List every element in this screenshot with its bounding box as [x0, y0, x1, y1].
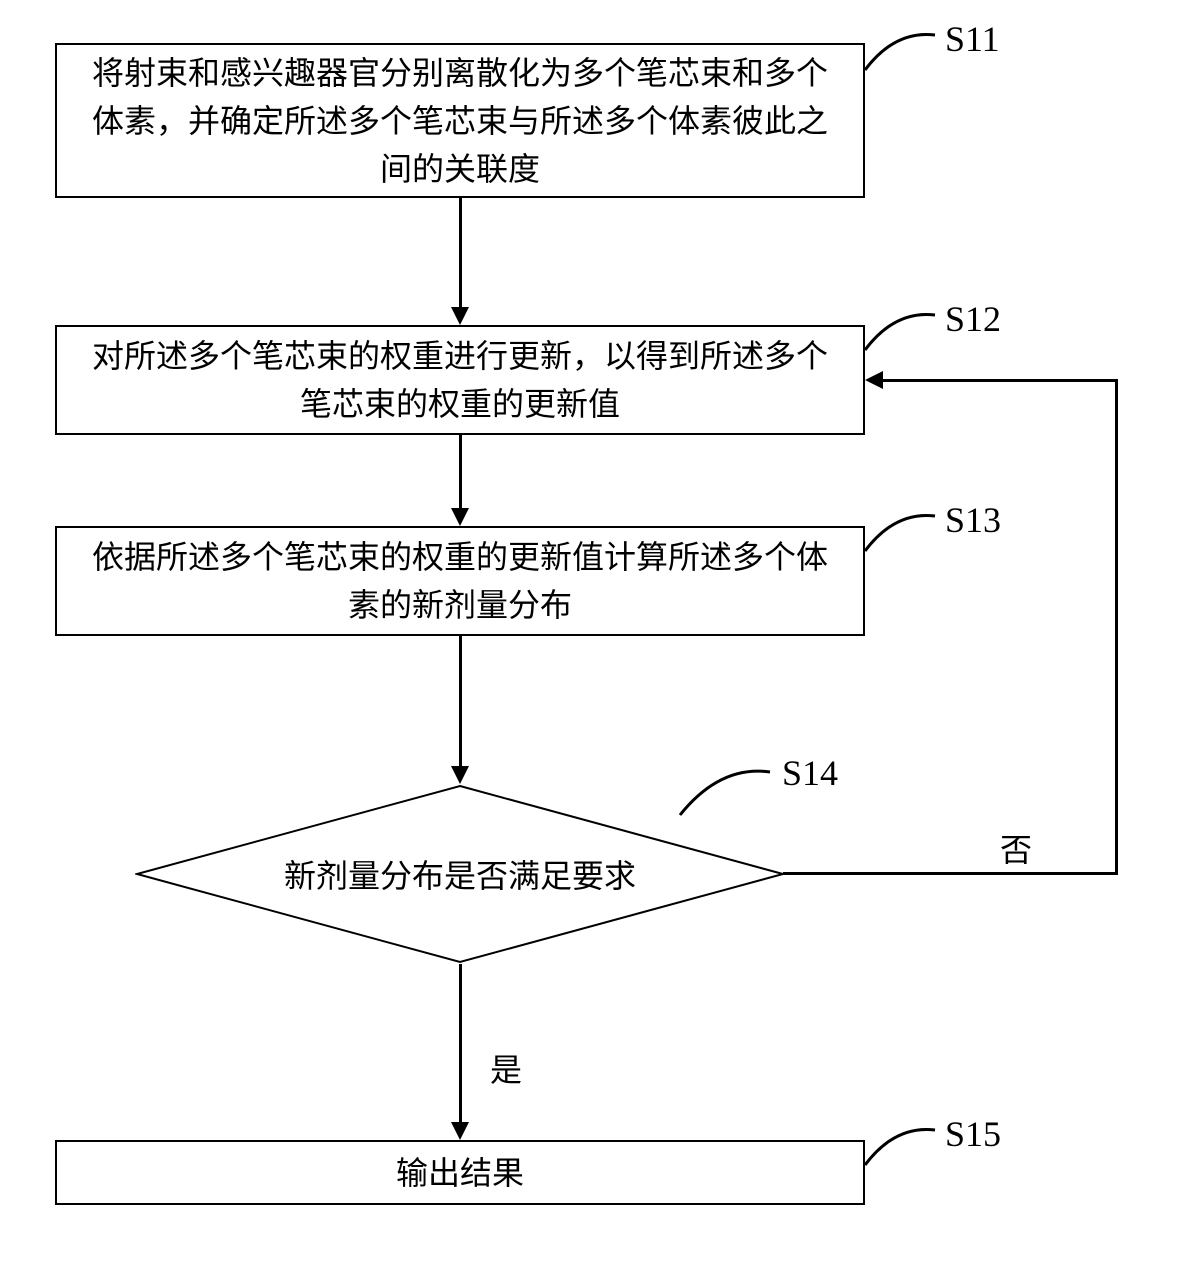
arrow-head-s13-s14: [451, 766, 469, 784]
arrow-no-horizontal-1: [783, 872, 1118, 875]
process-text-s11: 将射束和感兴趣器官分别离散化为多个笔芯束和多个体素，并确定所述多个笔芯束与所述多…: [77, 49, 843, 193]
arrow-head-no: [865, 371, 883, 389]
arrow-yes-vertical: [459, 964, 462, 1123]
arrow-s13-s14: [459, 636, 462, 767]
callout-arc-s15: [860, 1120, 940, 1170]
arrow-s11-s12: [459, 198, 462, 308]
decision-text-s14: 新剂量分布是否满足要求: [284, 851, 636, 897]
step-label-s12: S12: [945, 298, 1001, 340]
step-label-s11: S11: [945, 18, 1000, 60]
arrow-no-vertical: [1115, 379, 1118, 875]
callout-arc-s13: [860, 506, 940, 556]
process-text-s15: 输出结果: [396, 1149, 524, 1197]
arrow-no-horizontal-2: [883, 379, 1118, 382]
arrow-s12-s13: [459, 435, 462, 509]
step-label-s15: S15: [945, 1113, 1001, 1155]
no-label: 否: [1000, 825, 1032, 871]
step-label-s13: S13: [945, 499, 1001, 541]
process-box-s11: 将射束和感兴趣器官分别离散化为多个笔芯束和多个体素，并确定所述多个笔芯束与所述多…: [55, 43, 865, 198]
process-text-s12: 对所述多个笔芯束的权重进行更新，以得到所述多个笔芯束的权重的更新值: [77, 332, 843, 428]
process-box-s12: 对所述多个笔芯束的权重进行更新，以得到所述多个笔芯束的权重的更新值: [55, 325, 865, 435]
callout-arc-s12: [860, 305, 940, 355]
arrow-head-s11-s12: [451, 307, 469, 325]
arrow-head-s12-s13: [451, 508, 469, 526]
callout-arc-s14: [675, 760, 775, 820]
callout-arc-s11: [860, 25, 940, 75]
process-box-s13: 依据所述多个笔芯束的权重的更新值计算所述多个体素的新剂量分布: [55, 526, 865, 636]
process-box-s15: 输出结果: [55, 1140, 865, 1205]
step-label-s14: S14: [782, 752, 838, 794]
arrow-head-yes: [451, 1122, 469, 1140]
flowchart-container: 将射束和感兴趣器官分别离散化为多个笔芯束和多个体素，并确定所述多个笔芯束与所述多…: [0, 0, 1178, 1275]
yes-label: 是: [490, 1045, 522, 1091]
process-text-s13: 依据所述多个笔芯束的权重的更新值计算所述多个体素的新剂量分布: [77, 533, 843, 629]
